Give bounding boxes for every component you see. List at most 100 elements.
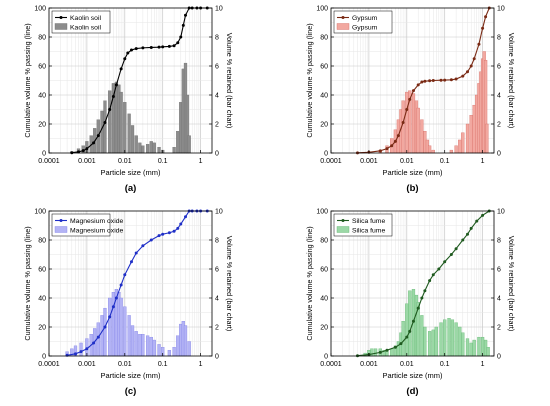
bar (420, 119, 424, 154)
chart-panel: 0.0001 0.001 0.01 0.1 10204060801000246810Pa… (305, 6, 516, 195)
bar (119, 297, 123, 357)
y-tick-label-left: 60 (320, 267, 328, 274)
line-point (401, 121, 405, 125)
bar (149, 141, 153, 154)
line-point (103, 325, 107, 329)
x-tick-label: 0.01 (118, 158, 132, 165)
bar (149, 336, 153, 357)
x-axis: 0.0001 0.001 0.01 0.1 1 (320, 353, 485, 368)
bar (108, 90, 112, 154)
line-point (179, 35, 183, 39)
line-point (176, 41, 180, 45)
x-tick-label: 0.001 (78, 361, 96, 368)
line-point (172, 44, 176, 48)
line-point (126, 51, 130, 55)
y-tick-label-right: 8 (215, 238, 219, 245)
y-tick-label-right: 4 (497, 93, 501, 100)
line-point (96, 134, 100, 138)
y-axis-left: 0 20 40 60 80 100 (34, 209, 52, 361)
legend-bar-swatch (336, 226, 350, 233)
line-point (179, 222, 183, 226)
line-point (393, 139, 397, 143)
line-point (141, 46, 145, 50)
x-axis-title: Particle size (mm) (382, 168, 443, 177)
bar (138, 334, 142, 357)
y-tick-label-left: 100 (34, 6, 46, 13)
line-point (184, 215, 188, 219)
y-tick-label-right: 10 (497, 6, 505, 13)
line-point (416, 83, 420, 87)
plot-frame (48, 7, 213, 154)
bar (141, 145, 145, 154)
line-point (176, 226, 180, 230)
line-point (411, 89, 415, 93)
line-point (157, 234, 161, 238)
bar (461, 132, 465, 154)
y-axis-title-right: Volume % retained (bar chart) (225, 33, 234, 128)
y-tick-label-right: 10 (497, 209, 505, 216)
bar (449, 149, 453, 154)
line-point (119, 283, 123, 287)
y-axis-left: 0 20 40 60 80 100 (316, 209, 334, 361)
y-axis-title-left: Cumulative volume % passing (line) (23, 226, 32, 340)
y-axis-right: 0 2 4 6 8 10 (491, 6, 505, 158)
y-tick-label-right: 6 (215, 64, 219, 71)
y-tick-label-right: 6 (215, 267, 219, 274)
bar (469, 115, 473, 154)
line-point (449, 78, 453, 82)
line-point (149, 45, 153, 49)
legend-label: Silica fume (352, 228, 385, 235)
bar (370, 348, 374, 357)
line-point (92, 341, 96, 345)
line-point (449, 253, 453, 256)
legend-line-marker (59, 219, 63, 222)
bar (187, 341, 191, 357)
bar (427, 331, 432, 357)
line-point (79, 350, 83, 354)
x-axis: 0.0001 0.001 0.01 0.1 1 (320, 150, 485, 165)
line-point (408, 329, 412, 333)
line-point (408, 97, 412, 101)
y-tick-label-left: 60 (320, 64, 328, 71)
line-point (108, 108, 112, 111)
bar (408, 290, 412, 357)
line-point (81, 149, 85, 153)
y-axis-title-right: Volume % retained (bar chart) (507, 236, 516, 331)
line-point (416, 306, 420, 310)
legend-bar-swatch (54, 23, 68, 30)
line-point (396, 134, 400, 138)
line-point (472, 57, 476, 61)
x-tick-label: 0.1 (158, 361, 168, 368)
y-tick-label-left: 20 (38, 325, 46, 332)
bar (187, 135, 191, 154)
bar (138, 142, 142, 154)
line-point (466, 232, 470, 236)
bar (103, 307, 107, 357)
y-tick-label-left: 0 (42, 151, 46, 158)
x-tick-label: 1 (199, 158, 203, 165)
bar (454, 322, 458, 357)
bar (458, 326, 462, 357)
y-tick-label-left: 100 (316, 6, 328, 13)
line-point (123, 273, 127, 277)
line-point (484, 15, 488, 19)
panel-label: (c) (125, 386, 137, 397)
bar-series (65, 289, 191, 357)
x-tick-label: 0.1 (440, 361, 450, 368)
y-tick-label-left: 80 (38, 238, 46, 245)
y-tick-label-left: 100 (316, 209, 328, 216)
line-point (181, 23, 185, 27)
line-point (172, 229, 176, 233)
bar (416, 107, 420, 154)
line-point (431, 79, 435, 82)
y-tick-label-left: 40 (320, 296, 328, 303)
legend: Gypsum Gypsum (333, 10, 393, 34)
bar (130, 125, 135, 154)
legend-label: Kaolin soil (70, 15, 101, 22)
bar (157, 147, 161, 154)
y-tick-label-right: 0 (215, 354, 219, 361)
line-point (129, 48, 133, 52)
bar (434, 326, 438, 357)
bar (100, 110, 104, 154)
bar (130, 325, 135, 357)
